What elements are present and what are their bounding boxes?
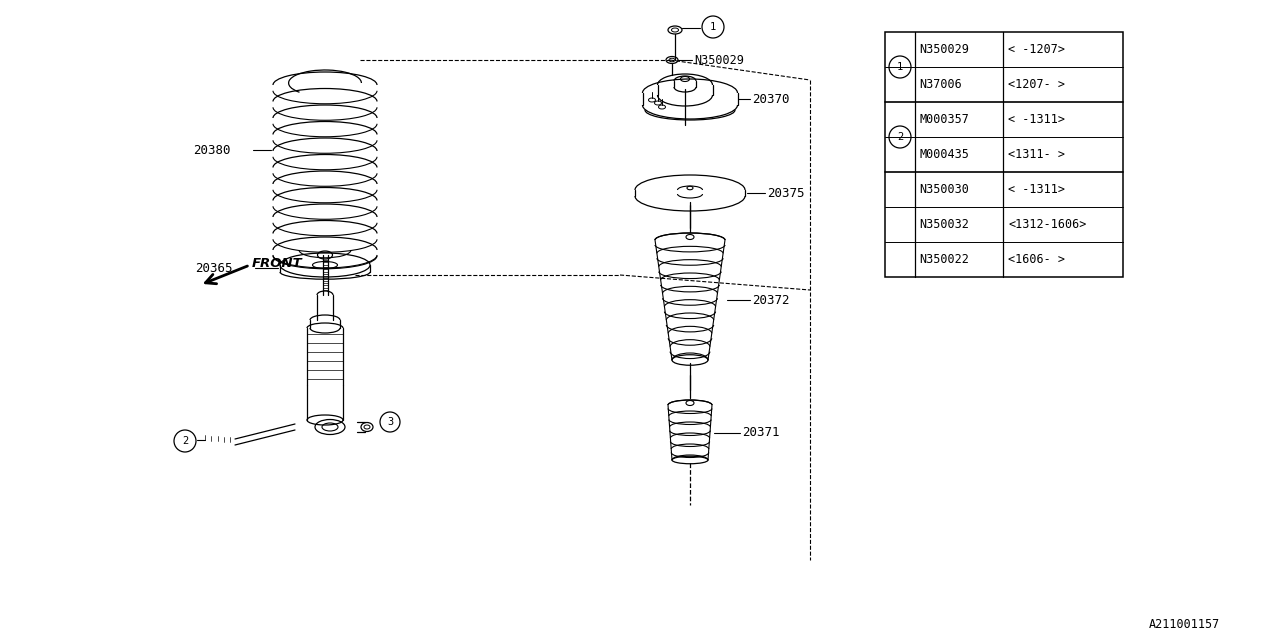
Text: <1606- >: <1606- > xyxy=(1009,253,1065,266)
Text: N350032: N350032 xyxy=(919,218,969,231)
Text: 3: 3 xyxy=(387,417,393,427)
Text: <1312-1606>: <1312-1606> xyxy=(1009,218,1087,231)
Bar xyxy=(884,32,1123,277)
Text: N350022: N350022 xyxy=(919,253,969,266)
Text: 20375: 20375 xyxy=(767,186,805,200)
Text: < -1311>: < -1311> xyxy=(1009,113,1065,126)
Text: A211001157: A211001157 xyxy=(1148,618,1220,632)
Text: < -1207>: < -1207> xyxy=(1009,43,1065,56)
Text: N37006: N37006 xyxy=(919,78,961,91)
Text: 2: 2 xyxy=(182,436,188,446)
Text: 2: 2 xyxy=(897,132,904,142)
Text: <1207- >: <1207- > xyxy=(1009,78,1065,91)
Text: 20371: 20371 xyxy=(742,426,780,439)
Text: M000357: M000357 xyxy=(919,113,969,126)
Text: FRONT: FRONT xyxy=(252,257,302,269)
Text: N350029: N350029 xyxy=(919,43,969,56)
Text: 20370: 20370 xyxy=(753,93,790,106)
Text: 20365: 20365 xyxy=(195,262,233,275)
Text: N350029: N350029 xyxy=(694,54,744,67)
Text: 20380: 20380 xyxy=(193,143,230,157)
Text: <1311- >: <1311- > xyxy=(1009,148,1065,161)
Text: < -1311>: < -1311> xyxy=(1009,183,1065,196)
Text: 1: 1 xyxy=(710,22,716,32)
Text: M000435: M000435 xyxy=(919,148,969,161)
Text: N350030: N350030 xyxy=(919,183,969,196)
Text: 1: 1 xyxy=(897,62,904,72)
Text: 20372: 20372 xyxy=(753,294,790,307)
